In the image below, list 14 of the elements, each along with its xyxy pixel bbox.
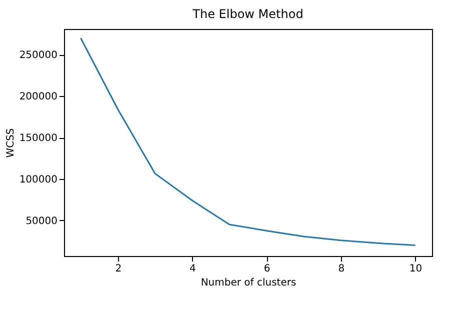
x-tick-label: 10: [409, 264, 422, 274]
y-tick-label: 100000: [19, 174, 58, 186]
y-axis-title: WCSS: [5, 128, 16, 158]
x-axis-title: Number of clusters: [200, 278, 296, 288]
y-tick-label: 150000: [19, 133, 58, 144]
y-tick-label: 250000: [19, 50, 58, 62]
line-series: [80, 37, 416, 246]
x-tick-label: 8: [338, 264, 345, 274]
chart-title: The Elbow Method: [192, 7, 304, 21]
y-tick-label: 200000: [19, 92, 58, 103]
x-tick-label: 2: [115, 264, 122, 274]
x-tick-label: 4: [190, 264, 196, 274]
y-tick-label: 50000: [26, 216, 58, 227]
x-tick-label: 6: [264, 264, 270, 274]
